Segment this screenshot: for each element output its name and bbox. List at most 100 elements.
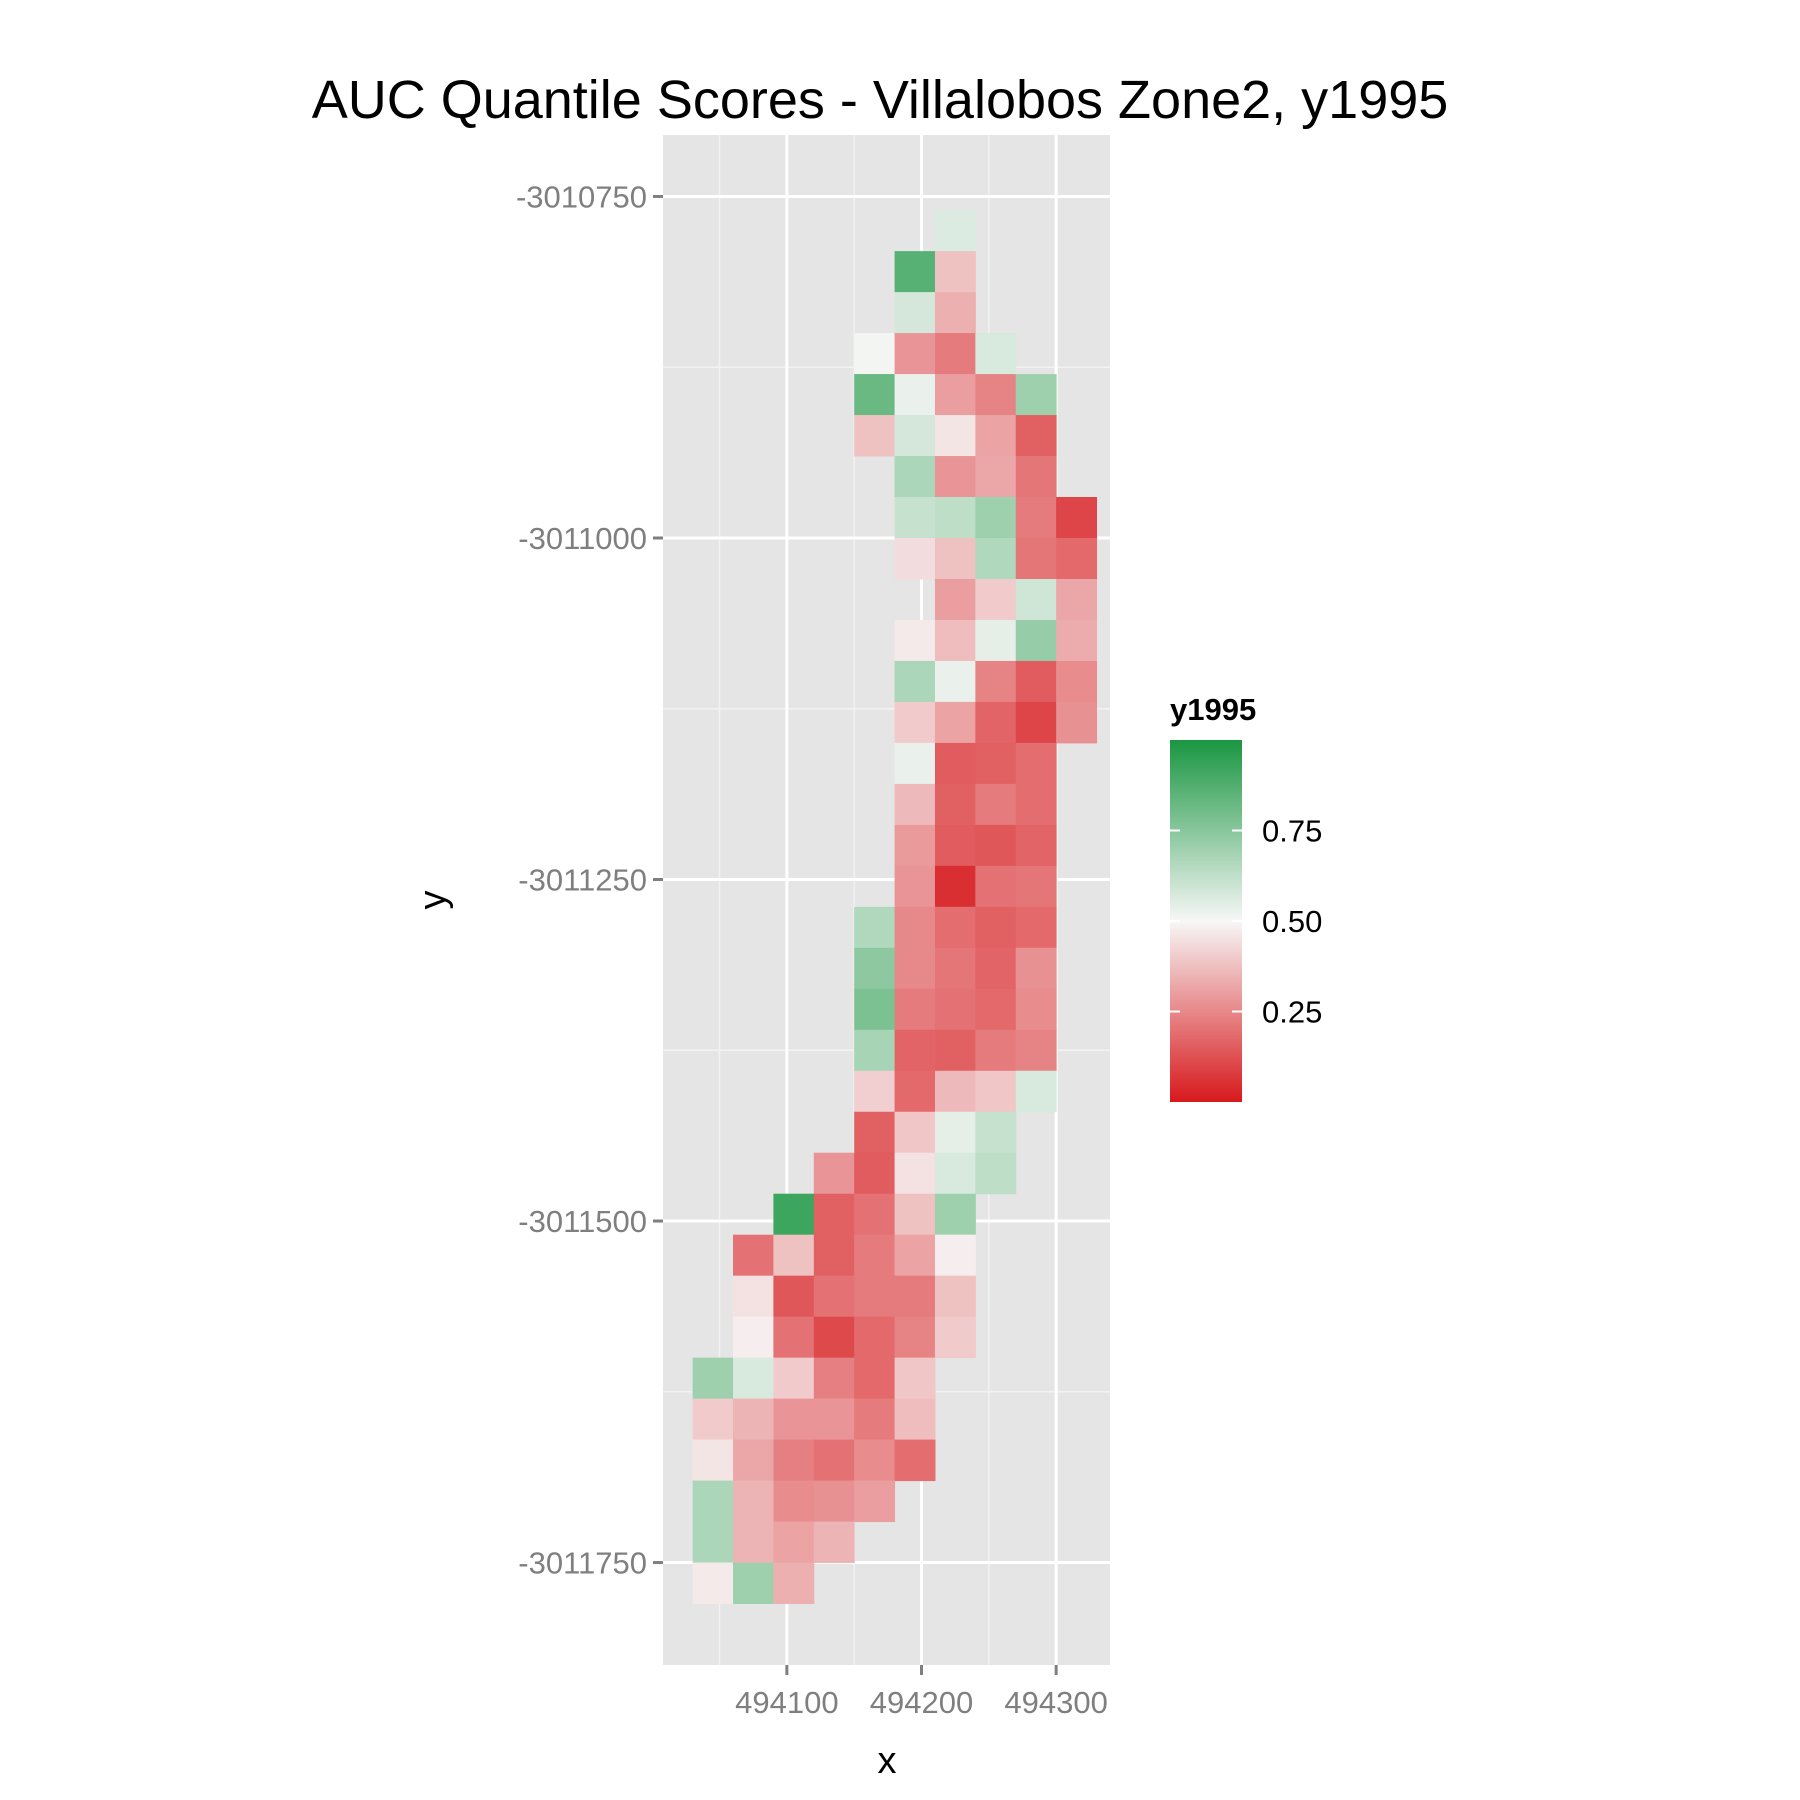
heatmap-cell [1015,660,1057,703]
heatmap-cell [894,947,936,990]
heatmap-cell [1056,497,1098,539]
heatmap-cell [813,1480,855,1523]
heatmap-cell [894,1234,936,1277]
heatmap-cell [975,988,1017,1031]
heatmap-cell [854,1193,896,1236]
heatmap-cell [773,1275,815,1318]
heatmap-cell [1015,415,1057,457]
heatmap-cell [854,1439,896,1482]
heatmap-cell [934,619,976,662]
heatmap-cell [934,660,976,703]
heatmap-cell [934,251,976,293]
heatmap-cell [854,1316,896,1359]
heatmap-cell [894,1316,936,1359]
heatmap-cell [894,251,936,293]
heatmap-cell [934,456,976,498]
heatmap-cell [854,1029,896,1072]
heatmap-cell [692,1357,734,1400]
heatmap-cell [854,1398,896,1441]
heatmap-cell [934,701,976,744]
heatmap-cell [733,1480,774,1523]
heatmap-cell [934,1152,976,1195]
heatmap-cell [813,1357,855,1400]
heatmap-cell [894,824,936,867]
heatmap-cell [934,947,976,990]
heatmap-cell [1056,701,1098,744]
heatmap-cell [975,1070,1017,1113]
heatmap-cell [975,1111,1017,1154]
heatmap-cell [733,1398,774,1441]
y-tick-label: -3010750 [516,179,647,214]
heatmap-cell [854,906,896,949]
heatmap-cell [1015,783,1057,826]
color-legend: y1995 0.75 0.50 0.25 [1170,692,1322,1102]
heatmap-cell [934,1111,976,1154]
heatmap-cell [975,701,1017,744]
heatmap-cell [894,292,936,334]
heatmap-cell [934,210,976,252]
heatmap-cell [975,1029,1017,1072]
heatmap-cell [894,1275,936,1318]
heatmap-cell [934,1316,976,1359]
heatmap-cell [773,1193,815,1236]
legend-title: y1995 [1170,692,1256,727]
y-tick-label: -3011500 [518,1204,647,1239]
heatmap-cell [1015,865,1057,908]
heatmap-cell [934,1234,976,1277]
heatmap-cell [975,333,1017,375]
heatmap-cell [894,374,936,416]
heatmap-cell [733,1439,774,1482]
y-tick-label: -3011250 [518,863,647,898]
heatmap-cell [894,1398,936,1441]
heatmap-cell [854,415,896,457]
heatmap-cell [975,415,1017,457]
y-axis: -3010750 -3011000 -3011250 -3011500 -3011750 [516,179,663,1581]
heatmap-cell [934,742,976,785]
heatmap-cell [934,1029,976,1072]
heatmap-cell [934,824,976,867]
heatmap-cell [692,1398,734,1441]
legend-tick-label: 0.75 [1262,814,1322,849]
heatmap-cell [1056,660,1098,703]
x-tick-label: 494200 [870,1685,973,1720]
heatmap-cell [773,1562,815,1605]
heatmap-cell [894,1029,936,1072]
heatmap-cell [934,374,976,416]
heatmap-cell [733,1357,774,1400]
heatmap-cell [975,947,1017,990]
heatmap-cell [975,578,1017,621]
heatmap-cell [1015,497,1057,539]
heatmap-cell [934,1275,976,1318]
heatmap-cell [894,660,936,703]
heatmap-cell [894,1357,936,1400]
heatmap-cell [813,1316,855,1359]
heatmap-cell [854,1070,896,1113]
heatmap-cell [1056,578,1098,621]
heatmap-cell [773,1398,815,1441]
x-tick-label: 494300 [1004,1685,1107,1720]
legend-tick-label: 0.50 [1262,904,1322,939]
heatmap-cell [1015,824,1057,867]
heatmap-cell [934,497,976,539]
heatmap-cell [733,1234,774,1277]
heatmap-cell [773,1521,815,1564]
heatmap-cell [975,783,1017,826]
heatmap-cell [692,1521,734,1564]
heatmap-cell [773,1316,815,1359]
heatmap-cell [894,1193,936,1236]
heatmap-cell [813,1193,855,1236]
heatmap-cell [692,1562,734,1605]
heatmap-cell [854,947,896,990]
heatmap-cell [1015,947,1057,990]
heatmap-cell [934,537,976,580]
heatmap-cell [975,906,1017,949]
heatmap-cell [894,333,936,375]
heatmap-cell [894,1152,936,1195]
heatmap-cell [1015,988,1057,1031]
x-tick-label: 494100 [735,1685,838,1720]
heatmap-cell [975,824,1017,867]
heatmap-cell [894,742,936,785]
heatmap-cell [894,456,936,498]
heatmap-cell [854,1275,896,1318]
chart-title: AUC Quantile Scores - Villalobos Zone2, … [312,70,1449,130]
